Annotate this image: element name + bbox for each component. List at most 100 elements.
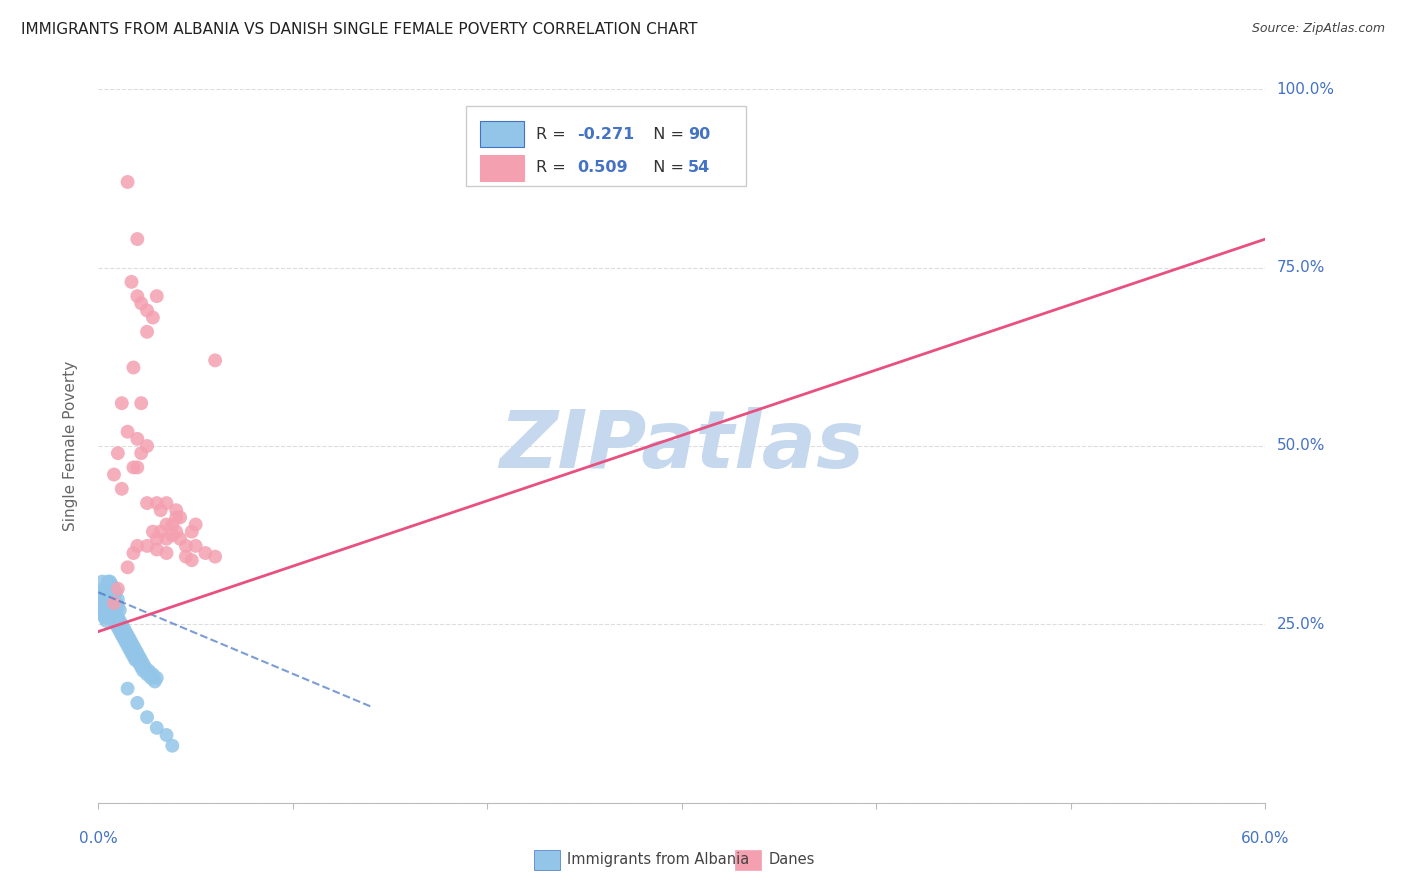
Point <box>118 632 141 646</box>
Point <box>136 439 159 453</box>
Point <box>127 646 149 660</box>
Point <box>108 624 131 639</box>
Point <box>104 617 127 632</box>
Point <box>184 517 207 532</box>
Point <box>118 642 141 657</box>
Point <box>155 728 177 742</box>
Point <box>98 592 121 607</box>
Point <box>124 642 146 657</box>
Point <box>112 621 135 635</box>
Point <box>146 289 169 303</box>
Point <box>93 592 115 607</box>
Point <box>98 574 121 589</box>
Point <box>129 446 152 460</box>
Point <box>162 528 184 542</box>
Point <box>149 503 172 517</box>
Point <box>128 657 150 671</box>
Text: 50.0%: 50.0% <box>1277 439 1324 453</box>
Point <box>149 524 172 539</box>
Point <box>146 542 169 557</box>
Point <box>127 653 149 667</box>
Text: 90: 90 <box>688 127 710 142</box>
Point <box>103 592 125 607</box>
Point <box>96 599 118 614</box>
Point <box>93 610 115 624</box>
Point <box>101 610 124 624</box>
Point <box>91 585 114 599</box>
Point <box>142 310 165 325</box>
Point <box>162 739 184 753</box>
Text: N =: N = <box>644 161 689 175</box>
Point <box>111 628 134 642</box>
Point <box>162 517 184 532</box>
Point <box>98 596 121 610</box>
Point <box>117 425 139 439</box>
Point <box>97 607 120 621</box>
Point <box>129 660 152 674</box>
Point <box>136 303 159 318</box>
Point <box>101 585 124 599</box>
Point <box>103 589 125 603</box>
Point <box>146 671 169 685</box>
Text: N =: N = <box>644 127 689 142</box>
Point <box>107 592 129 607</box>
Text: 75.0%: 75.0% <box>1277 260 1324 275</box>
Point <box>104 607 127 621</box>
Point <box>91 607 114 621</box>
Text: 100.0%: 100.0% <box>1277 82 1334 96</box>
Point <box>108 603 131 617</box>
Point <box>112 632 135 646</box>
Point <box>129 296 152 310</box>
Text: 25.0%: 25.0% <box>1277 617 1324 632</box>
Point <box>180 524 202 539</box>
Point <box>104 585 127 599</box>
Point <box>136 667 159 681</box>
FancyBboxPatch shape <box>479 121 524 147</box>
Point <box>136 710 159 724</box>
Point <box>93 582 115 596</box>
Y-axis label: Single Female Poverty: Single Female Poverty <box>63 361 77 531</box>
Point <box>155 517 177 532</box>
Point <box>93 596 115 610</box>
Point <box>174 549 197 564</box>
Point <box>93 585 115 599</box>
Point <box>142 667 165 681</box>
Point <box>174 539 197 553</box>
Point <box>93 603 115 617</box>
Point <box>117 175 139 189</box>
Point <box>111 396 134 410</box>
Point <box>122 546 145 560</box>
Point <box>132 664 155 678</box>
Point <box>89 603 111 617</box>
Point <box>146 721 169 735</box>
Point <box>96 589 118 603</box>
Point <box>111 617 134 632</box>
Point <box>111 482 134 496</box>
Point <box>96 607 118 621</box>
Text: 60.0%: 60.0% <box>1241 830 1289 846</box>
Point <box>103 467 125 482</box>
Point <box>122 649 145 664</box>
Point <box>127 232 149 246</box>
Point <box>180 553 202 567</box>
Point <box>134 660 156 674</box>
Point <box>117 639 139 653</box>
Text: 54: 54 <box>688 161 710 175</box>
Text: Immigrants from Albania: Immigrants from Albania <box>567 853 749 867</box>
Text: -0.271: -0.271 <box>576 127 634 142</box>
Point <box>127 460 149 475</box>
Text: Danes: Danes <box>769 853 815 867</box>
FancyBboxPatch shape <box>479 155 524 180</box>
Point <box>121 275 143 289</box>
Point <box>117 681 139 696</box>
Point <box>97 592 120 607</box>
Text: R =: R = <box>536 161 571 175</box>
Point <box>96 592 118 607</box>
Point <box>104 596 127 610</box>
Point <box>98 582 121 596</box>
Point <box>136 325 159 339</box>
Point <box>127 539 149 553</box>
Point <box>128 649 150 664</box>
Point <box>124 653 146 667</box>
Point <box>97 603 120 617</box>
